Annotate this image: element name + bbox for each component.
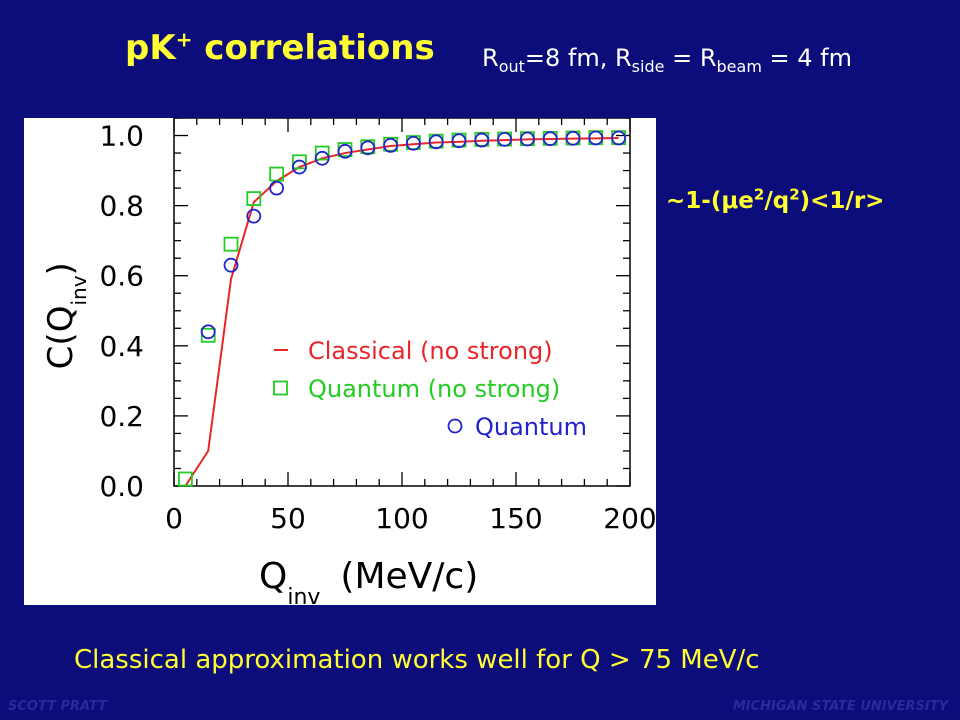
- y-tick-label: 0.0: [99, 470, 144, 503]
- x-tick-label: 150: [489, 502, 542, 535]
- title-superscript: +: [175, 27, 193, 52]
- r-beam-symbol: R: [699, 44, 717, 72]
- data-point-circle: [223, 257, 239, 273]
- data-point-square: [314, 145, 330, 161]
- data-point-circle: [405, 135, 421, 151]
- y-tick-label: 0.2: [99, 400, 144, 433]
- formula-mu: μ: [721, 188, 739, 214]
- data-point-circle: [451, 133, 467, 149]
- data-point-circle: [314, 150, 330, 166]
- x-tick-label: 100: [375, 502, 428, 535]
- y-tick-label: 0.8: [99, 190, 144, 223]
- r-beam-value: = 4 fm: [761, 44, 852, 72]
- x-axis-label-subscript: inv: [287, 585, 320, 605]
- series-circle: [200, 130, 626, 340]
- data-point-circle: [269, 180, 285, 196]
- data-point-circle: [246, 208, 262, 224]
- data-point-circle: [291, 159, 307, 175]
- chart-panel: 0 50 100 150 200 0.0 0.2 0.4 0.6 0.8 1.0 Qinv(MeV/c…: [24, 118, 656, 605]
- r-equals: =: [664, 44, 700, 72]
- data-point-square: [246, 191, 262, 207]
- data-point-circle: [542, 131, 558, 147]
- legend-label: Classical (no strong): [308, 337, 553, 365]
- y-axis-label-subscript: inv: [67, 275, 91, 305]
- x-tick-label: 0: [165, 502, 183, 535]
- r-out-value: =8 fm,: [524, 44, 615, 72]
- correlation-chart: 0 50 100 150 2000.00.20.40.60.81.0Qinv(MeV/c…: [41, 118, 656, 605]
- data-point-square: [177, 471, 193, 487]
- formula-sup-b: 2: [753, 185, 765, 204]
- r-side-symbol: R: [614, 44, 632, 72]
- title-rest: correlations: [192, 28, 435, 68]
- data-point-square: [291, 154, 307, 170]
- legend-marker-circle: [447, 418, 463, 434]
- x-axis-label: Qinv(MeV/c): [259, 556, 478, 605]
- data-point-circle: [565, 130, 581, 146]
- formula-part-b: e: [738, 188, 754, 214]
- r-beam-subscript: beam: [716, 56, 762, 76]
- data-point-circle: [588, 130, 604, 146]
- r-out-symbol: R: [482, 44, 499, 72]
- series-line: [184, 136, 619, 487]
- data-point-circle: [497, 131, 513, 147]
- data-point-circle: [519, 131, 535, 147]
- y-axis-label-close: ): [41, 262, 81, 275]
- data-point-circle: [611, 130, 626, 146]
- r-side-subscript: side: [631, 56, 665, 76]
- legend-label: Quantum: [475, 413, 587, 441]
- data-point-circle: [383, 137, 399, 153]
- data-point-square: [223, 236, 239, 252]
- formula-sup-c: 2: [789, 185, 800, 204]
- y-axis-label-group: C(Qinv): [41, 262, 91, 369]
- data-point-circle: [200, 324, 216, 340]
- data-point-circle: [337, 143, 353, 159]
- r-out-subscript: out: [498, 56, 525, 76]
- data-point-circle: [474, 132, 490, 148]
- conclusion-note: Classical approximation works well for Q…: [74, 645, 760, 675]
- legend-marker-square: [273, 380, 288, 396]
- data-point-circle: [428, 134, 444, 150]
- footer-author: SCOTT PRATT: [8, 699, 107, 714]
- legend-label: Quantum (no strong): [308, 375, 560, 403]
- y-tick-label: 1.0: [99, 120, 144, 153]
- data-point-circle: [360, 140, 376, 156]
- formula-part-a: ~1-(: [666, 188, 722, 214]
- formula-part-d: )<1/r>: [799, 188, 885, 214]
- footer-institution: MICHIGAN STATE UNIVERSITY: [732, 699, 948, 714]
- coulomb-formula: ~1-(μe2/q2)<1/r>: [666, 185, 885, 214]
- x-tick-label: 50: [270, 502, 306, 535]
- slide-title: pK+ correlations: [125, 28, 435, 68]
- title-main: pK: [125, 28, 176, 68]
- y-tick-label: 0.4: [99, 330, 144, 363]
- formula-part-c: /q: [764, 188, 790, 214]
- radius-parameters: Rout=8 fm, Rside = Rbeam = 4 fm: [482, 44, 852, 74]
- data-point-square: [269, 166, 285, 182]
- x-tick-label: 200: [603, 502, 656, 535]
- series-line-classical: [184, 136, 619, 487]
- x-axis-label-unit: (MeV/c): [340, 556, 478, 597]
- y-axis-label: C(Qinv): [41, 262, 91, 369]
- y-tick-label: 0.6: [99, 260, 144, 293]
